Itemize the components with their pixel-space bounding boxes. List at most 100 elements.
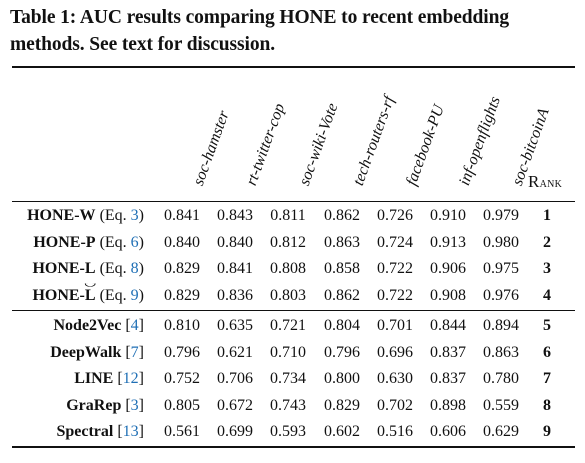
auc-cell: 0.862 — [324, 286, 360, 304]
citation-link[interactable]: 3 — [130, 207, 139, 224]
auc-cell: 0.722 — [377, 260, 413, 277]
hat-symbol: L — [84, 286, 96, 304]
method-name: HONE-P (Eq. 6) — [33, 233, 144, 251]
auc-cell: 0.635 — [217, 317, 253, 334]
auc-cell: 0.629 — [483, 423, 519, 440]
auc-cell: 0.863 — [324, 233, 360, 251]
auc-cell: 0.699 — [217, 423, 253, 440]
auc-cell: 0.701 — [377, 317, 413, 334]
citation-link[interactable]: 13 — [122, 423, 139, 440]
table-row: Node2Vec [4] 0.810 0.635 0.721 0.804 0.701 0.8… — [0, 314, 585, 340]
auc-cell: 0.975 — [483, 260, 519, 277]
auc-cell: 0.561 — [164, 423, 200, 440]
group-separator-rule — [12, 310, 575, 311]
auc-cell: 0.780 — [483, 370, 519, 387]
bottom-rule — [12, 446, 575, 448]
auc-cell: 0.702 — [377, 396, 413, 414]
auc-cell: 0.724 — [377, 233, 413, 251]
citation-link[interactable]: 12 — [122, 370, 139, 387]
auc-cell: 0.800 — [324, 370, 360, 387]
citation-link[interactable]: 3 — [130, 396, 139, 414]
auc-cell: 0.796 — [164, 343, 200, 361]
auc-cell: 0.602 — [324, 423, 360, 440]
method-name: LINE [12] — [74, 370, 144, 387]
auc-cell: 0.837 — [430, 343, 466, 361]
auc-cell: 0.804 — [324, 317, 360, 334]
rank-cell: 9 — [543, 423, 551, 440]
auc-cell: 0.630 — [377, 370, 413, 387]
table-row: GraRep [3] 0.805 0.672 0.743 0.829 0.702 0.898… — [0, 394, 585, 420]
auc-cell: 0.844 — [430, 317, 466, 334]
rank-cell: 3 — [543, 260, 551, 277]
auc-cell: 0.752 — [164, 370, 200, 387]
auc-cell: 0.726 — [377, 207, 413, 224]
rank-header: Rank — [528, 172, 563, 191]
auc-cell: 0.841 — [217, 260, 253, 277]
method-name: Node2Vec [4] — [53, 317, 145, 334]
auc-cell: 0.979 — [483, 207, 519, 224]
rank-cell: 8 — [543, 396, 551, 414]
method-name: HONE-W (Eq. 3) — [27, 207, 144, 224]
rank-cell: 7 — [543, 370, 551, 387]
table-row: LINE [12] 0.752 0.706 0.734 0.800 0.630 0.837 0… — [0, 367, 585, 393]
auc-cell: 0.710 — [270, 343, 306, 361]
auc-cell: 0.722 — [377, 286, 413, 304]
auc-cell: 0.898 — [430, 396, 466, 414]
method-name: DeepWalk [7] — [50, 343, 144, 361]
auc-cell: 0.593 — [270, 423, 306, 440]
citation-link[interactable]: 9 — [130, 286, 139, 304]
table-row: Spectral [13] 0.561 0.699 0.593 0.602 0.516 0.… — [0, 420, 585, 446]
auc-cell: 0.810 — [164, 317, 200, 334]
auc-cell: 0.734 — [270, 370, 306, 387]
auc-cell: 0.980 — [483, 233, 519, 251]
header-rule — [12, 201, 575, 202]
auc-cell: 0.721 — [270, 317, 306, 334]
method-name: HONE-L (Eq. 9) — [32, 286, 144, 304]
auc-cell: 0.840 — [217, 233, 253, 251]
auc-cell: 0.672 — [217, 396, 253, 414]
auc-cell: 0.976 — [483, 286, 519, 304]
citation-link[interactable]: 8 — [130, 260, 139, 277]
auc-cell: 0.843 — [217, 207, 253, 224]
auc-cell: 0.829 — [164, 260, 200, 277]
auc-cell: 0.894 — [483, 317, 519, 334]
auc-cell: 0.829 — [324, 396, 360, 414]
table-row: HONE-P (Eq. 6) 0.840 0.840 0.812 0.863 0.724 0… — [0, 231, 585, 257]
method-name: HONE-L (Eq. 8) — [32, 260, 144, 277]
method-name: GraRep [3] — [66, 396, 144, 414]
auc-cell: 0.621 — [217, 343, 253, 361]
auc-cell: 0.858 — [324, 260, 360, 277]
auc-cell: 0.696 — [377, 343, 413, 361]
auc-cell: 0.910 — [430, 207, 466, 224]
auc-cell: 0.812 — [270, 233, 306, 251]
auc-cell: 0.803 — [270, 286, 306, 304]
citation-link[interactable]: 4 — [130, 317, 139, 334]
citation-link[interactable]: 6 — [130, 233, 139, 251]
auc-cell: 0.837 — [430, 370, 466, 387]
auc-cell: 0.841 — [164, 207, 200, 224]
table-caption: Table 1: AUC results comparing HONE to r… — [10, 7, 509, 55]
auc-cell: 0.836 — [217, 286, 253, 304]
auc-cell: 0.516 — [377, 423, 413, 440]
table-row: HONE-W (Eq. 3) 0.841 0.843 0.811 0.862 0.726 0… — [0, 204, 585, 230]
top-rule — [12, 66, 575, 68]
auc-cell: 0.829 — [164, 286, 200, 304]
auc-cell: 0.908 — [430, 286, 466, 304]
auc-cell: 0.706 — [217, 370, 253, 387]
auc-cell: 0.863 — [483, 343, 519, 361]
auc-cell: 0.811 — [270, 207, 306, 224]
auc-cell: 0.743 — [270, 396, 306, 414]
auc-cell: 0.840 — [164, 233, 200, 251]
citation-link[interactable]: 7 — [130, 343, 139, 361]
auc-cell: 0.862 — [324, 207, 360, 224]
auc-cell: 0.808 — [270, 260, 306, 277]
auc-cell: 0.906 — [430, 260, 466, 277]
rank-cell: 2 — [543, 233, 551, 251]
table-row: HONE-L (Eq. 9) 0.829 0.836 0.803 0.862 0.722 0… — [0, 284, 585, 310]
auc-cell: 0.559 — [483, 396, 519, 414]
table-row: HONE-L (Eq. 8) 0.829 0.841 0.808 0.858 0.722 0… — [0, 257, 585, 283]
table-row: DeepWalk [7] 0.796 0.621 0.710 0.796 0.696 0.8… — [0, 341, 585, 367]
method-name: Spectral [13] — [56, 423, 144, 440]
rank-cell: 5 — [543, 317, 551, 334]
rank-cell: 4 — [543, 286, 551, 304]
